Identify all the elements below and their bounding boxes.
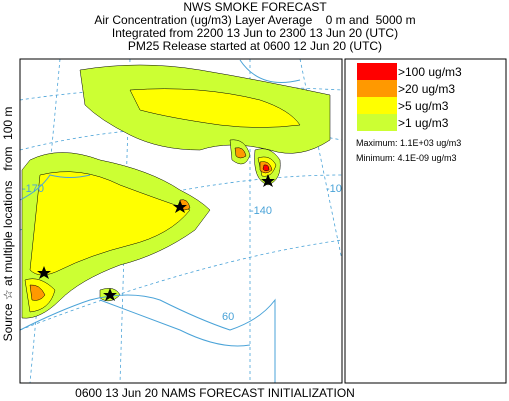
legend: >100 ug/m3 >20 ug/m3 >5 ug/m3 >1 ug/m3 (357, 63, 462, 131)
map-frame (19, 58, 343, 384)
subtitle: Integrated from 2200 13 Jun to 2300 13 J… (112, 26, 398, 40)
legend-swatch (357, 63, 397, 80)
footer: 0600 13 Jun 20 NAMS FORECAST INITIALIZAT… (75, 386, 355, 400)
legend-label: >100 ug/m3 (398, 65, 462, 79)
subtitle: Air Concentration (ug/m3) Layer Average … (94, 13, 415, 27)
title: NWS SMOKE FORECAST (183, 0, 327, 14)
map-label: -170 (22, 183, 44, 195)
legend-swatch (357, 80, 397, 97)
legend-label: >1 ug/m3 (398, 116, 449, 130)
legend-swatch (357, 97, 397, 114)
source-label: Source ☆ at multiple locations from 100 … (1, 107, 15, 342)
minimum: Minimum: 4.1E-09 ug/m3 (356, 153, 457, 163)
smoke-plume (21, 64, 331, 319)
sources (37, 174, 275, 301)
map: -170 -140 -100 60 (19, 58, 348, 384)
coastline (20, 59, 301, 383)
map-label: -140 (250, 205, 272, 217)
legend-label: >20 ug/m3 (398, 82, 455, 96)
legend-label: >5 ug/m3 (398, 99, 449, 113)
legend-panel (344, 58, 507, 384)
map-label: -100 (326, 183, 348, 195)
subtitle: PM25 Release started at 0600 12 Jun 20 (… (128, 39, 382, 53)
legend-swatch (357, 114, 397, 131)
map-label: 60 (222, 311, 234, 323)
maximum: Maximum: 1.1E+03 ug/m3 (356, 138, 461, 148)
